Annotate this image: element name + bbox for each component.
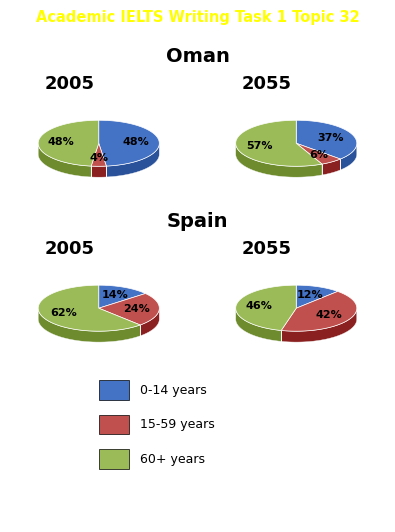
- Polygon shape: [281, 309, 357, 342]
- Polygon shape: [296, 143, 340, 164]
- Polygon shape: [38, 285, 140, 331]
- Text: 48%: 48%: [48, 137, 75, 147]
- Bar: [99, 449, 129, 469]
- Text: Oman: Oman: [166, 47, 229, 66]
- Polygon shape: [106, 144, 159, 177]
- Text: 6%: 6%: [309, 150, 328, 160]
- Text: the ages of the populations of Oman
and Spain in 2005 a ndprojections for 2055: the ages of the populations of Oman and …: [45, 492, 350, 519]
- Polygon shape: [236, 285, 296, 330]
- Ellipse shape: [236, 131, 357, 177]
- Ellipse shape: [236, 296, 357, 342]
- Polygon shape: [236, 120, 322, 167]
- Text: 2055: 2055: [242, 75, 292, 93]
- Text: 48%: 48%: [123, 137, 150, 147]
- Text: 60+ years: 60+ years: [140, 453, 205, 466]
- Polygon shape: [38, 309, 140, 342]
- Polygon shape: [322, 159, 340, 175]
- Polygon shape: [91, 143, 106, 167]
- Polygon shape: [236, 308, 281, 342]
- Polygon shape: [99, 285, 145, 308]
- Polygon shape: [38, 120, 99, 166]
- Text: 37%: 37%: [318, 132, 344, 143]
- Text: Academic IELTS Writing Task 1 Topic 32: Academic IELTS Writing Task 1 Topic 32: [36, 10, 359, 25]
- Polygon shape: [340, 144, 357, 170]
- Polygon shape: [281, 292, 357, 331]
- Polygon shape: [99, 294, 159, 325]
- Text: 57%: 57%: [246, 142, 273, 152]
- Ellipse shape: [38, 296, 159, 342]
- Ellipse shape: [38, 131, 159, 177]
- Polygon shape: [236, 144, 322, 177]
- Text: 46%: 46%: [246, 302, 273, 311]
- Polygon shape: [296, 285, 338, 308]
- Bar: [99, 380, 129, 400]
- Text: 42%: 42%: [316, 310, 342, 320]
- Polygon shape: [91, 166, 106, 177]
- Text: Spain: Spain: [167, 212, 228, 231]
- Polygon shape: [140, 308, 159, 336]
- Text: 62%: 62%: [51, 309, 77, 319]
- Bar: [99, 415, 129, 435]
- Text: 24%: 24%: [123, 304, 150, 314]
- Polygon shape: [38, 144, 91, 177]
- Text: 15-59 years: 15-59 years: [140, 418, 215, 431]
- Text: 2055: 2055: [242, 240, 292, 257]
- Polygon shape: [296, 120, 357, 159]
- Text: 2005: 2005: [44, 75, 94, 93]
- Text: 2005: 2005: [44, 240, 94, 257]
- Text: 0-14 years: 0-14 years: [140, 384, 207, 397]
- Text: 4%: 4%: [89, 153, 108, 163]
- Text: 14%: 14%: [102, 290, 128, 300]
- Text: 12%: 12%: [297, 290, 324, 300]
- Polygon shape: [99, 120, 159, 166]
